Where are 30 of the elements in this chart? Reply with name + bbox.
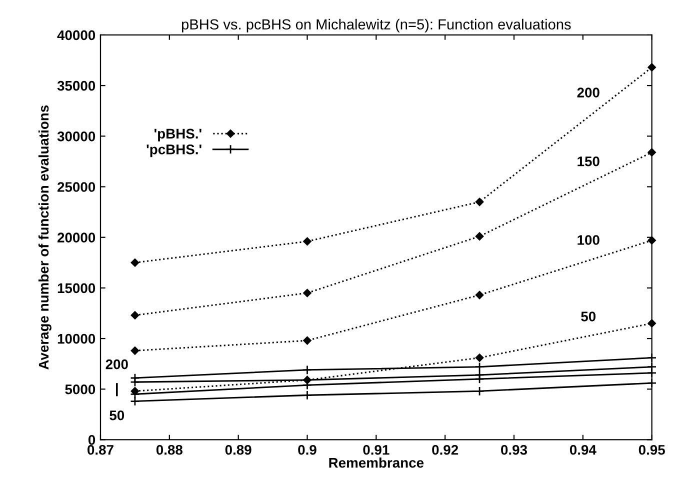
annotation: 200	[577, 88, 600, 98]
annotation: 150	[578, 156, 600, 166]
y-tick-label: 30000	[57, 131, 96, 142]
chart-title: pBHS vs. pcBHS on Michalewitz (n=5): Function evaluations	[182, 18, 571, 32]
x-tick-label: 0.94	[570, 444, 596, 455]
x-tick-label: 0.92	[432, 444, 458, 455]
y-tick-label: 20000	[57, 232, 96, 243]
legend-label: 'pBHS.'	[154, 128, 202, 142]
x-tick-label: 0.89	[225, 444, 252, 455]
annotation: 50	[581, 312, 596, 322]
y-axis-title: Average number of function evaluations	[38, 105, 52, 370]
y-tick-label: 25000	[57, 182, 96, 192]
x-tick-label: 0.87	[88, 444, 114, 455]
x-axis-title: Remembrance	[329, 458, 424, 468]
y-tick-label: 40000	[57, 30, 96, 40]
x-tick-label: 0.95	[638, 444, 665, 455]
x-tick-label: 0.91	[363, 444, 390, 455]
annotation: 200	[106, 359, 128, 370]
annotation: 100	[578, 235, 600, 245]
y-tick-label: 0	[88, 435, 96, 445]
y-tick-label: 15000	[58, 283, 96, 294]
x-tick-label: 0.93	[501, 444, 528, 455]
x-tick-label: 0.9	[298, 444, 316, 455]
y-tick-label: 10000	[58, 334, 96, 344]
y-tick-label: 5000	[65, 384, 96, 394]
annotation: |	[116, 383, 118, 396]
legend-label: 'pcBHS.'	[146, 144, 202, 158]
annotation: 50	[110, 410, 124, 420]
y-tick-label: 35000	[57, 80, 96, 91]
x-tick-label: 0.88	[156, 444, 182, 455]
